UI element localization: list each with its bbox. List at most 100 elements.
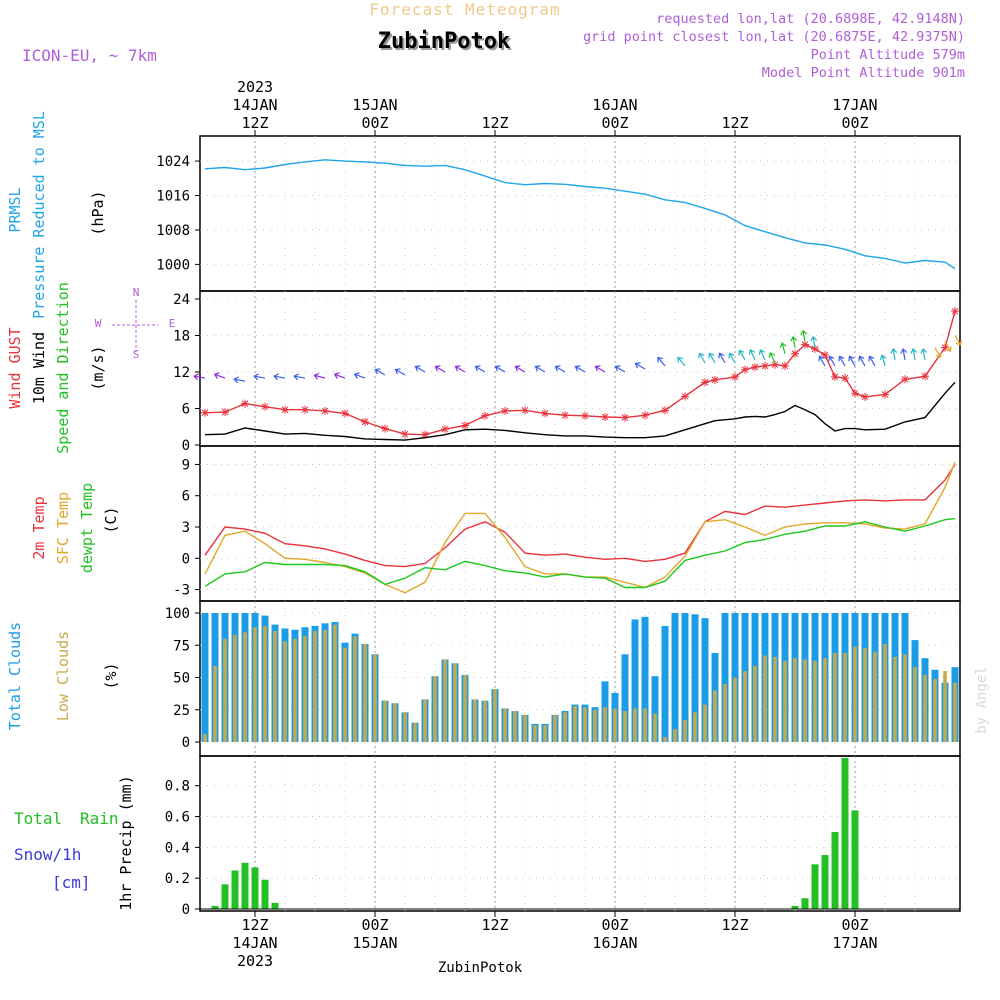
low-cloud-bar [463,674,467,742]
gust-marker [701,378,709,387]
low-cloud-bar [453,663,457,742]
wind-arrow [858,355,866,367]
precip-bar [231,870,239,909]
total-cloud-bar [651,676,659,742]
gust-marker [821,350,829,359]
low-cloud-bar [363,643,367,742]
series-line-dewpt-temp [204,518,956,589]
time-axis-label: 15JAN [352,96,397,114]
total-clouds-label: Total Clouds [6,622,24,730]
gust-marker [641,411,649,420]
low-cloud-bar [773,656,777,742]
y-tick-label: -3 [173,583,190,599]
low-cloud-bar [943,671,947,742]
gust-marker [731,372,739,381]
y-tick-label: 6 [182,402,190,418]
low-cloud-bar [343,647,347,742]
low-cloud-bar [823,658,827,742]
wind-arrow [790,335,798,348]
series-line-2m-temp [204,464,956,568]
precip-bar [211,905,219,909]
wind-arrow [394,368,406,376]
y-tick-label: 25 [173,703,190,719]
time-axis-label: 00Z [361,114,388,132]
y-tick-label: 0 [182,902,190,918]
total-cloud-bar [621,654,629,742]
y-tick-label: 3 [182,520,190,536]
low-cloud-bar [603,707,607,742]
precip-bar [241,862,249,909]
low-cloud-bar [883,643,887,742]
time-axis-label: 12Z [481,114,508,132]
time-axis-label: 16JAN [592,96,637,114]
wind-arrow [890,348,898,360]
compass-letter: E [169,317,176,330]
compass-letter: N [133,286,140,299]
low-cloud-bar [713,690,717,742]
wind-arrow [768,351,776,364]
wind-arrow [838,355,846,367]
gust-marker [791,349,799,358]
pressure-panel: 1000 1008 1016 1024 [156,135,961,292]
precip-bar [801,898,809,909]
total-cloud-bar [201,613,209,742]
low-cloud-bar [723,683,727,742]
precip-bar [271,902,279,909]
wind-arrow [514,365,526,373]
wind-arrow [718,352,726,364]
wind-arrow [758,348,766,361]
wind-arrow [193,373,206,381]
watermark: by Angel [974,666,990,733]
low-cloud-bar [833,652,837,742]
gust-marker [341,409,349,418]
low-cloud-bar [393,703,397,742]
gust-marker [751,363,759,372]
low-cloud-bar [383,700,387,742]
gust-marker [601,413,609,422]
time-axis-label: 00Z [601,114,628,132]
point-altitude: Point Altitude 579m [811,47,965,63]
precip-bar [811,864,819,909]
low-cloud-bar [683,720,687,742]
precip-bar [221,884,229,909]
pressure-label-short: PRMSL [6,187,24,232]
temperature-panel: -3 0 3 6 9 [173,445,961,602]
low-cloud-bar [673,729,677,742]
time-axis-label: 17JAN [832,934,877,952]
y-tick-label: 18 [173,329,190,345]
gust-marker [811,344,819,353]
precip-bar [851,810,859,909]
gust-marker [661,406,669,415]
low-cloud-bar [283,641,287,742]
precip-panel: 0 0.2 0.4 0.6 0.8 [165,755,961,918]
series-line-prmsl [204,159,956,270]
wind-arrow [708,352,716,364]
wind-arrow [910,348,918,360]
gust-marker [841,374,849,383]
low-cloud-bar [733,677,737,742]
low-cloud-bar [553,714,557,742]
requested-coords: requested lon,lat (20.6898E, 42.9148N) [656,11,965,27]
compass-rose: N W E S [95,286,176,361]
gust-marker [441,425,449,434]
series-line-sfc-temp [204,462,956,594]
wind-arrow [848,355,856,367]
wind-arrow [594,365,606,373]
low-cloud-bar [593,709,597,742]
wind-arrow [333,372,346,379]
low-cloud-bar [503,708,507,742]
low-cloud-bar [613,708,617,742]
low-cloud-bar [663,736,667,742]
gust-marker [381,424,389,433]
gust-marker [401,430,409,439]
wind-arrow [574,365,586,373]
wind-arrow [818,355,826,367]
total-cloud-bar [631,619,639,742]
time-axis-label: 2023 [237,952,273,970]
y-tick-label: 100 [165,606,190,622]
panel-frame [199,135,961,292]
wind-arrow [253,373,266,381]
total-cloud-bar [701,618,709,742]
